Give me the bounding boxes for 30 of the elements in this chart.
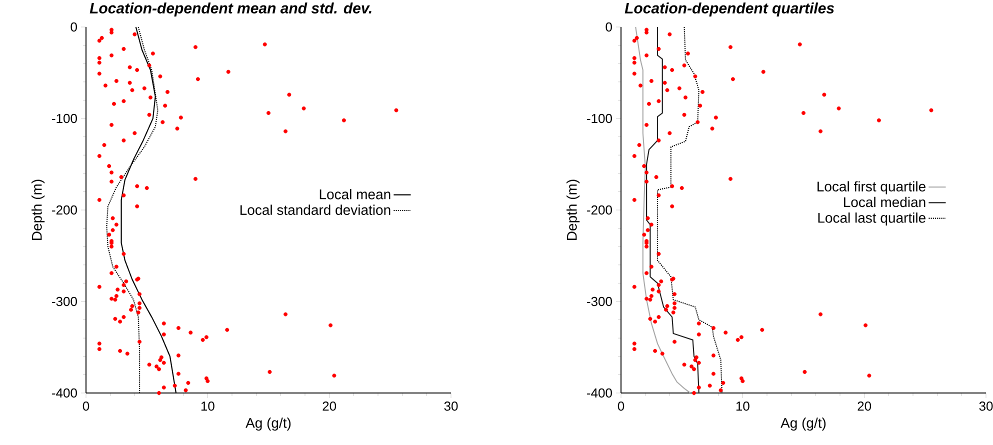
line-series <box>635 26 691 394</box>
y-tick-label: -400 <box>587 388 612 398</box>
y-tick-label: -100 <box>587 114 612 124</box>
y-tick-label: -100 <box>52 114 77 124</box>
y-axis-title: Depth (m) <box>32 180 45 240</box>
x-tick-label: 0 <box>82 402 90 411</box>
chart-title: Location-dependent quartiles <box>624 2 834 16</box>
legend-label: Local standard deviation <box>240 204 390 215</box>
x-tick-label: 10 <box>736 402 750 411</box>
y-tick-label: 0 <box>606 22 612 32</box>
y-tick-label: -300 <box>52 296 77 306</box>
x-axis-title: Ag (g/t) <box>780 418 826 431</box>
legend-label: Local first quartile <box>818 181 926 194</box>
x-tick-label: 20 <box>322 402 336 411</box>
y-tick-label: -300 <box>587 296 612 306</box>
y-axis-title: Depth (m) <box>566 180 580 240</box>
x-axis-title: Ag (g/t) <box>246 418 291 431</box>
legend-label: Local mean <box>320 189 390 200</box>
x-tick-label: 30 <box>444 402 458 411</box>
x-tick-label: 10 <box>201 402 214 411</box>
x-tick-label: 20 <box>858 402 872 411</box>
legend-label: Local last quartile <box>818 212 926 226</box>
y-tick-label: -200 <box>52 205 77 215</box>
x-tick-label: 30 <box>979 402 993 411</box>
legend-label: Local median <box>844 196 926 208</box>
x-tick-label: 0 <box>618 402 624 411</box>
y-tick-label: -200 <box>587 205 612 215</box>
y-tick-label: 0 <box>70 22 77 32</box>
chart-title: Location-dependent mean and std. dev. <box>90 2 372 16</box>
y-tick-label: -400 <box>52 388 77 398</box>
